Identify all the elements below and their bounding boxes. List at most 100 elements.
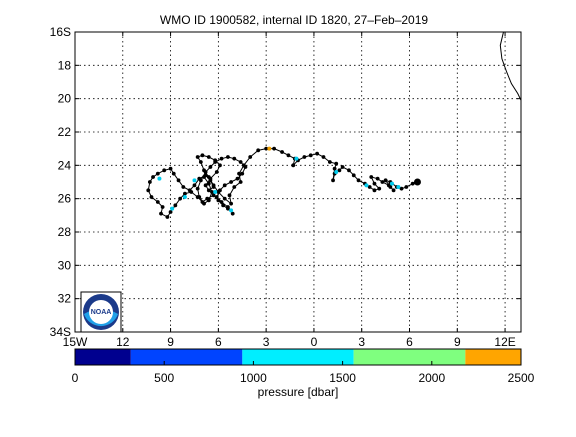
track-point <box>213 160 218 164</box>
colorbar-bin <box>353 349 466 365</box>
track-point-cyan <box>396 185 401 189</box>
track-point <box>198 178 203 183</box>
track-point <box>168 166 173 171</box>
track-point <box>399 186 404 191</box>
track-point-highlight <box>267 146 272 151</box>
colorbar-bin <box>242 349 354 365</box>
track-point-cyan <box>182 195 187 199</box>
map-y-ticks: 16S 18 20 22 24 26 28 30 32 34S <box>50 25 521 339</box>
track-point <box>195 186 200 191</box>
track-point <box>226 205 230 209</box>
track-point <box>198 160 203 164</box>
track-point <box>159 211 163 216</box>
track-point <box>202 201 206 206</box>
track-point <box>383 178 388 183</box>
track-point <box>230 211 235 216</box>
colorbar-tick-label: 2500 <box>508 371 535 385</box>
track-point <box>221 203 226 208</box>
track-point-cyan <box>157 176 162 181</box>
track-point <box>171 171 176 176</box>
colorbar-tick-label: 1000 <box>240 371 267 385</box>
track-point <box>210 190 214 194</box>
coastline-line <box>499 31 522 101</box>
map-y-tick-label: 20 <box>58 92 72 106</box>
track-point <box>195 155 200 159</box>
track-point <box>211 185 216 189</box>
map-y-tick-label: 24 <box>58 158 72 172</box>
track-point <box>155 171 160 176</box>
colorbar-tick-label: 500 <box>154 371 174 385</box>
map-y-tick-label: 18 <box>58 58 72 72</box>
track-point <box>208 165 213 169</box>
track-point <box>235 176 240 181</box>
track-point <box>162 168 167 173</box>
track-point <box>331 178 335 183</box>
track-point-cyan <box>294 156 299 161</box>
map-x-tick-label: 0 <box>311 335 318 349</box>
map-y-tick-label: 16S <box>50 25 71 39</box>
track-point <box>367 185 372 189</box>
map-title: WMO ID 1900582, internal ID 1820, 27–Feb… <box>160 13 428 27</box>
track-point <box>197 195 202 199</box>
colorbar-ticks: 0 500 1000 1500 2000 2500 <box>72 361 535 385</box>
map-y-tick-label: 32 <box>58 292 72 306</box>
track-point <box>332 166 337 171</box>
track-point-cyan <box>170 206 175 211</box>
track-point <box>206 181 211 186</box>
colorbar-bins <box>75 349 521 365</box>
map-plot-area <box>75 32 521 332</box>
map-y-tick-label: 22 <box>58 125 72 139</box>
track-point <box>147 180 152 184</box>
colorbar-tick-label: 2000 <box>418 371 445 385</box>
track-point <box>238 180 243 184</box>
track-point <box>222 196 227 201</box>
track-point-highlight <box>213 190 218 194</box>
track-point <box>237 171 241 176</box>
track-point <box>372 188 377 193</box>
track-point-cyan <box>364 183 369 188</box>
track-point <box>192 183 197 188</box>
track-point <box>168 210 173 214</box>
track-point-highlight <box>192 178 197 183</box>
track-point <box>243 165 248 169</box>
track-point <box>229 180 234 184</box>
track-point <box>229 201 234 206</box>
track-point <box>240 171 245 176</box>
map-x-tick-label: 6 <box>406 335 413 349</box>
track-point <box>216 198 221 203</box>
float-track <box>146 146 421 219</box>
map-y-tick-label: 30 <box>58 258 72 272</box>
map-frame <box>74 31 522 333</box>
noaa-logo: NOAA <box>80 291 122 333</box>
track-point-cyan <box>389 181 394 186</box>
track-point <box>183 191 187 196</box>
colorbar-frame <box>74 348 522 366</box>
colorbar-bin <box>465 349 521 365</box>
track-point <box>214 170 219 174</box>
track-point <box>351 173 356 178</box>
map-x-tick-label: 9 <box>167 335 174 349</box>
track-point <box>308 153 313 158</box>
map-y-tick-label: 34S <box>50 325 71 339</box>
track-point <box>206 155 211 159</box>
map-y-tick-label: 26 <box>58 192 72 206</box>
track-point <box>264 146 269 151</box>
track-point <box>372 181 377 186</box>
track-point <box>200 153 205 158</box>
track-point <box>151 175 155 179</box>
track-point <box>222 183 227 188</box>
track-point <box>214 195 219 199</box>
track-point <box>334 161 339 166</box>
map-y-tick-label: 28 <box>58 225 72 239</box>
colorbar: 0 500 1000 1500 2000 2500 pressure [dbar] <box>72 348 535 399</box>
coastline <box>499 31 522 101</box>
track-point <box>286 153 291 158</box>
track-point <box>340 165 345 169</box>
track-point <box>377 186 382 191</box>
track-point <box>219 200 224 204</box>
track-point <box>369 175 374 179</box>
track-point <box>256 148 261 153</box>
track-point <box>280 150 284 154</box>
